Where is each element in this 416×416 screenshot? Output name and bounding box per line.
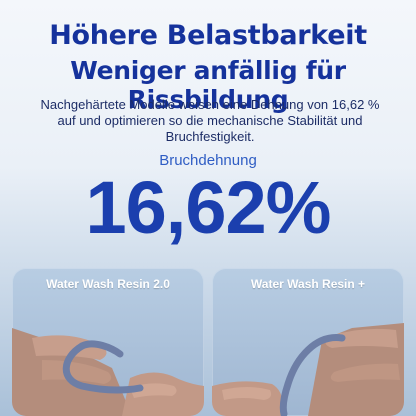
description-text: Nachgehärtete Modelle weisen eine Dehnun… [40,97,380,144]
hand-bending-strip-image [212,323,404,416]
metric-label: Bruchdehnung [159,152,257,169]
card-label-resin-plus: Water Wash Resin + [250,277,366,291]
headline-line-1: Höhere Belastbarkeit [49,20,367,51]
headline-line-2: Weniger anfällig für Rissbildung [70,56,346,114]
hand-bending-strip-image [12,328,204,416]
card-label-resin-2: Water Wash Resin 2.0 [46,277,170,291]
comparison-card-resin-plus: Water Wash Resin + [212,268,404,416]
metric-value: 16,62% [85,166,332,249]
comparison-card-resin-2: Water Wash Resin 2.0 [12,268,204,416]
